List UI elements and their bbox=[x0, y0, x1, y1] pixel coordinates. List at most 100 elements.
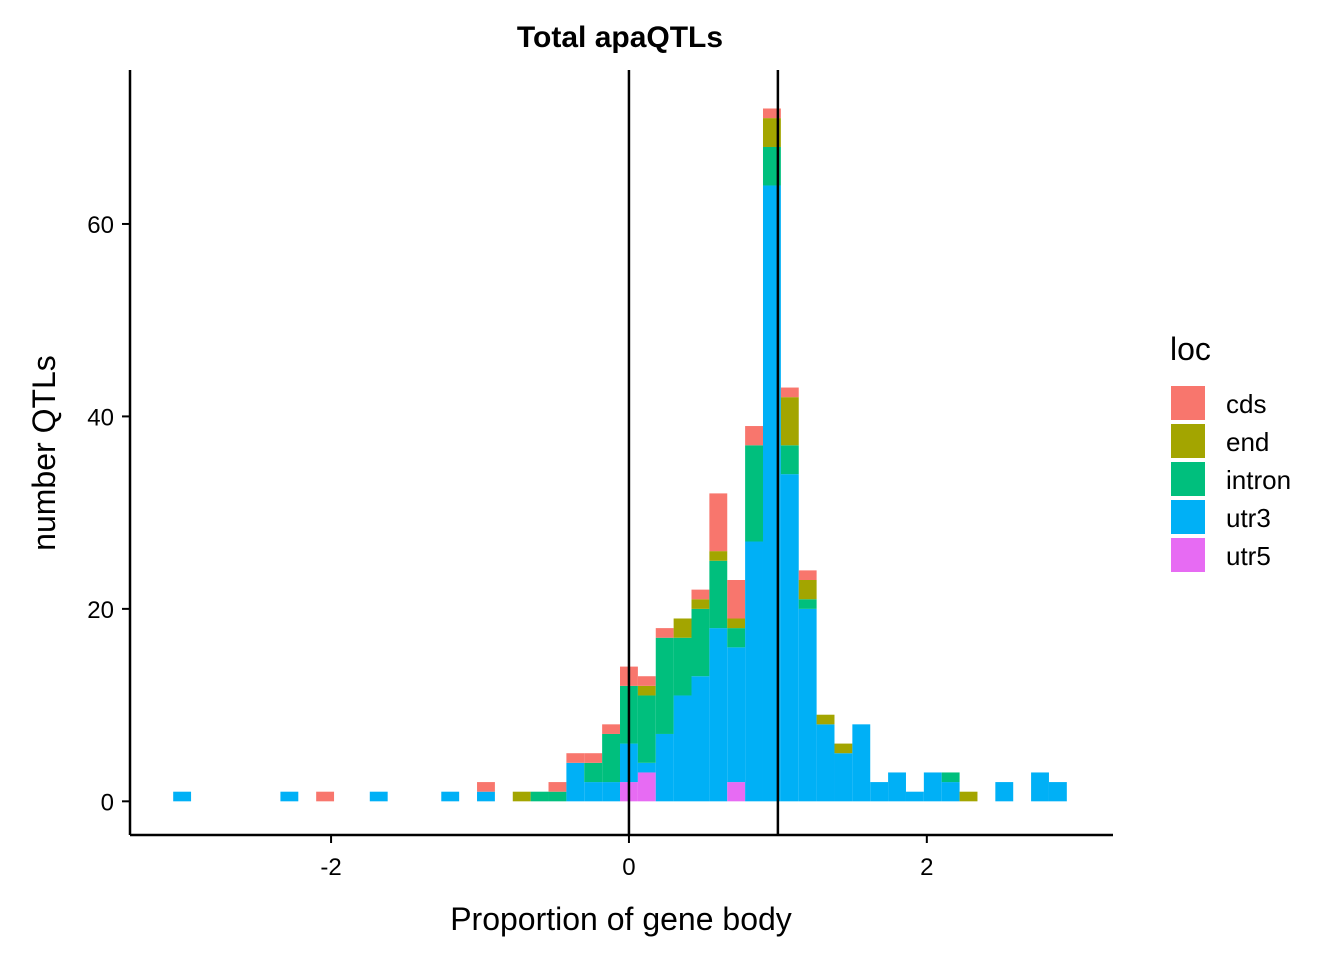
y-tick-label: 40 bbox=[87, 404, 114, 431]
bar-segment-intron bbox=[530, 791, 549, 802]
bar-segment-intron bbox=[798, 599, 817, 609]
bar-segment-cds bbox=[655, 628, 674, 638]
legend-label-utr3: utr3 bbox=[1226, 503, 1271, 533]
bar-segment-end bbox=[762, 118, 781, 147]
bar-segment-cds bbox=[727, 580, 746, 619]
bar-segment-intron bbox=[548, 791, 567, 802]
bar-segment-cds bbox=[780, 387, 799, 398]
bar-segment-end bbox=[780, 397, 799, 446]
bar-segment-utr3 bbox=[602, 782, 621, 802]
bar-segment-utr3 bbox=[798, 608, 817, 802]
bar-segment-utr3 bbox=[1048, 782, 1067, 802]
bar-segment-cds bbox=[798, 570, 817, 580]
bar-segment-intron bbox=[673, 637, 692, 696]
legend-label-utr5: utr5 bbox=[1226, 541, 1271, 571]
axes bbox=[128, 70, 1113, 837]
bar-segment-cds bbox=[691, 589, 710, 600]
bar-segment-intron bbox=[709, 560, 728, 629]
bar-segment-cds bbox=[745, 426, 763, 446]
bar-segment-end bbox=[798, 580, 817, 600]
x-ticks: -2 0 2 bbox=[320, 835, 934, 881]
y-ticks: 0 20 40 60 bbox=[87, 212, 130, 816]
bar-segment-utr3 bbox=[762, 185, 781, 802]
bar-segment-utr3 bbox=[673, 695, 692, 802]
bar-segment-utr3 bbox=[566, 762, 585, 802]
bar-segment-utr3 bbox=[888, 772, 906, 802]
reference-lines bbox=[627, 70, 780, 835]
bar-segment-intron bbox=[655, 637, 674, 734]
bar-segment-intron bbox=[602, 733, 621, 783]
bar-segment-utr3 bbox=[477, 791, 495, 802]
bar-segment-cds bbox=[548, 782, 567, 792]
bar-segment-end bbox=[637, 685, 656, 696]
bar-segment-utr3 bbox=[941, 782, 960, 802]
chart-title: Total apaQTLs bbox=[517, 21, 723, 54]
bar-segment-utr3 bbox=[780, 474, 799, 802]
bar-segment-utr3 bbox=[1031, 772, 1049, 802]
bar-segment-end bbox=[691, 599, 710, 609]
bar-segment-utr3 bbox=[905, 791, 924, 802]
bar-segment-cds bbox=[584, 753, 603, 763]
bar-segment-cds bbox=[566, 753, 585, 763]
bar-segment-utr3 bbox=[923, 772, 942, 802]
legend-swatch-end bbox=[1171, 424, 1205, 458]
bar-segment-intron bbox=[745, 445, 763, 542]
bar-segment-utr3 bbox=[834, 753, 853, 802]
bar-segment-utr3 bbox=[441, 791, 460, 802]
bar-segment-utr3 bbox=[745, 541, 763, 802]
bar-segment-utr3 bbox=[870, 782, 889, 802]
bar-segment-intron bbox=[584, 762, 603, 783]
bar-segment-intron bbox=[780, 445, 799, 475]
bar-segment-utr3 bbox=[816, 724, 835, 802]
bar-segment-utr5 bbox=[727, 782, 746, 802]
bar-segment-cds bbox=[762, 108, 781, 119]
bar-segment-utr3 bbox=[173, 791, 192, 802]
bar-segment-intron bbox=[941, 772, 960, 783]
legend-title: loc bbox=[1170, 331, 1211, 367]
bar-segment-utr3 bbox=[691, 676, 710, 802]
bar-segment-cds bbox=[709, 493, 728, 552]
bar-segment-utr3 bbox=[852, 724, 871, 802]
bar-segment-utr3 bbox=[584, 782, 603, 802]
bar-segment-utr3 bbox=[709, 628, 728, 802]
x-tick-label: 0 bbox=[622, 854, 635, 881]
bar-segment-utr3 bbox=[727, 647, 746, 783]
bar-segment-cds bbox=[637, 676, 656, 686]
bar-segment-utr3 bbox=[369, 791, 388, 802]
legend-swatch-intron bbox=[1171, 462, 1205, 496]
bar-segment-cds bbox=[602, 724, 621, 734]
bar-segment-cds bbox=[316, 791, 335, 802]
bar-segment-cds bbox=[477, 782, 495, 792]
bar-segment-intron bbox=[691, 608, 710, 677]
x-axis-title: Proportion of gene body bbox=[450, 901, 792, 937]
legend-label-end: end bbox=[1226, 427, 1269, 457]
bar-segment-end bbox=[959, 791, 978, 802]
legend-label-intron: intron bbox=[1226, 465, 1291, 495]
legend-swatch-utr3 bbox=[1171, 500, 1205, 534]
y-axis-title: number QTLs bbox=[26, 355, 62, 551]
bar-segment-intron bbox=[637, 695, 656, 763]
legend-swatch-utr5 bbox=[1171, 538, 1205, 572]
x-tick-label: 2 bbox=[920, 854, 933, 881]
legend-swatch-cds bbox=[1171, 386, 1205, 420]
bar-segment-end bbox=[673, 618, 692, 638]
bar-segment-utr5 bbox=[637, 772, 656, 802]
x-tick-label: -2 bbox=[320, 854, 341, 881]
legend-label-cds: cds bbox=[1226, 389, 1266, 419]
bar-segment-intron bbox=[762, 146, 781, 186]
bar-segment-end bbox=[727, 618, 746, 629]
y-tick-label: 20 bbox=[87, 597, 114, 624]
bar-segment-end bbox=[709, 551, 728, 561]
bar-segment-utr3 bbox=[655, 733, 674, 802]
bar-segment-end bbox=[512, 791, 531, 802]
y-tick-label: 60 bbox=[87, 212, 114, 239]
bar-segment-intron bbox=[727, 628, 746, 648]
legend: loc cds end intron utr3 utr5 bbox=[1170, 331, 1291, 572]
bar-segment-utr3 bbox=[280, 791, 299, 802]
bars-layer bbox=[173, 108, 1067, 802]
bar-segment-utr3 bbox=[637, 762, 656, 773]
bar-segment-end bbox=[834, 743, 853, 754]
bar-segment-utr3 bbox=[995, 782, 1014, 802]
bar-segment-end bbox=[816, 714, 835, 725]
